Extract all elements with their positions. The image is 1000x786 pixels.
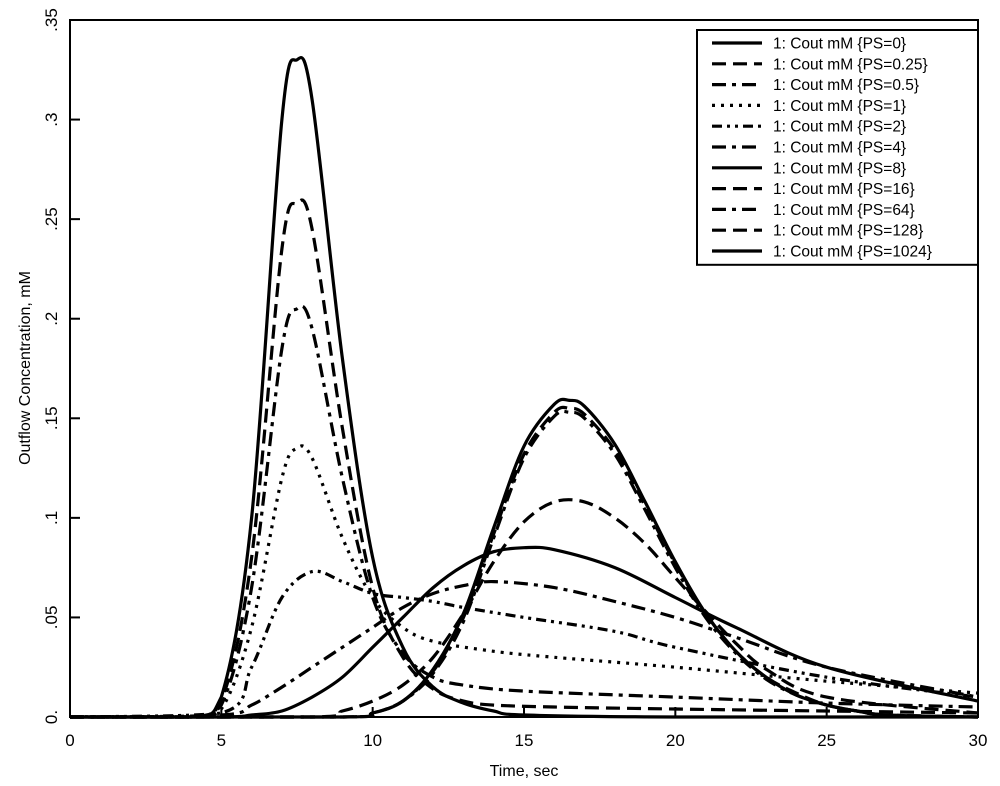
series-line-11 (69, 397, 979, 719)
y-tick-label: .1 (42, 511, 61, 525)
y-tick-label: .05 (42, 606, 61, 630)
legend-label: 1: Cout mM {PS=4} (773, 140, 906, 157)
x-axis-title: Time, sec (490, 763, 559, 780)
x-tick-label: 20 (666, 731, 685, 750)
legend-label: 1: Cout mM {PS=64} (773, 202, 915, 219)
y-axis-title: Outflow Concentration, mM (17, 271, 34, 465)
y-tick-label: .15 (42, 406, 61, 430)
tick-labels: 0 5 10 15 20 25 30 0. .05 .1 .15 .2 .25 .3 .35 (42, 8, 987, 750)
x-tick-label: 10 (363, 731, 382, 750)
y-tick-label: 0. (42, 710, 61, 724)
series-line-3 (69, 304, 979, 719)
plot-lines (69, 56, 979, 719)
x-tick-label: 25 (817, 731, 836, 750)
legend-label: 1: Cout mM {PS=0} (773, 36, 906, 53)
series-line-6 (69, 579, 979, 719)
y-tick-label: .35 (42, 8, 61, 32)
legend-label: 1: Cout mM {PS=1024} (773, 244, 932, 261)
y-tick-label: .25 (42, 207, 61, 231)
x-tick-label: 0 (65, 731, 74, 750)
legend-label: 1: Cout mM {PS=2} (773, 119, 906, 136)
legend-label: 1: Cout mM {PS=8} (773, 160, 906, 177)
x-tick-label: 15 (515, 731, 534, 750)
legend: 1: Cout mM {PS=0} 1: Cout mM {PS=0.25} 1: … (696, 29, 979, 266)
series-line-2 (69, 198, 979, 719)
legend-label: 1: Cout mM {PS=1} (773, 98, 906, 115)
series-line-4 (69, 444, 979, 719)
legend-label: 1: Cout mM {PS=0.5} (773, 77, 919, 94)
y-tick-label: .2 (42, 312, 61, 326)
series-line-8 (69, 498, 979, 719)
legend-label: 1: Cout mM {PS=0.25} (773, 56, 928, 73)
x-tick-label: 30 (969, 731, 988, 750)
legend-label: 1: Cout mM {PS=128} (773, 223, 923, 240)
y-tick-label: .3 (42, 113, 61, 127)
x-tick-label: 5 (217, 731, 226, 750)
legend-label: 1: Cout mM {PS=16} (773, 181, 915, 198)
series-line-5 (69, 569, 979, 719)
series-line-7 (69, 545, 979, 719)
axis-ticks (69, 19, 979, 718)
